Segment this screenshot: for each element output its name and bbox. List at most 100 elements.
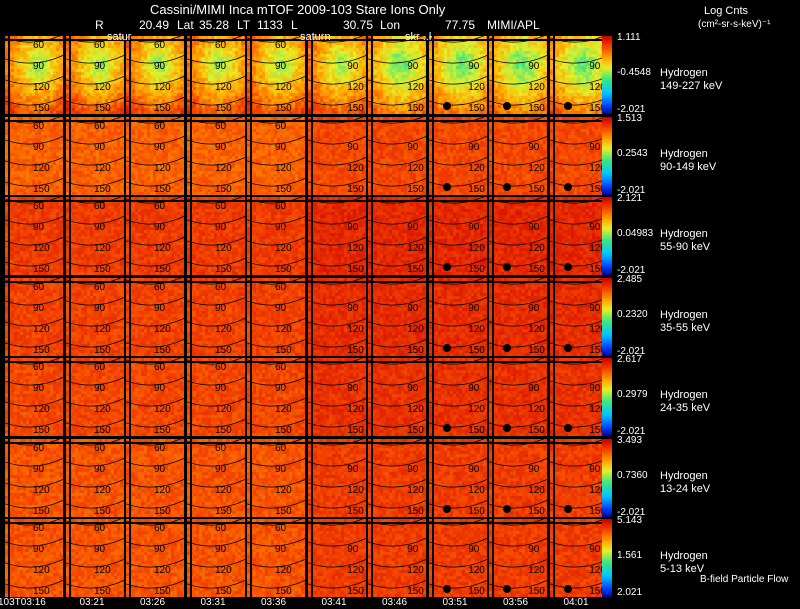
contour-label: 120 — [347, 163, 364, 174]
contour-label: 60 — [215, 443, 227, 454]
contour-label: 60 — [154, 362, 166, 373]
frame-crosshair — [428, 197, 487, 275]
contour-line — [368, 397, 426, 407]
contour-overlay: 90 120 150 — [489, 519, 547, 597]
contour-line — [65, 519, 122, 526]
contour-overlay: 90 120 150 — [307, 116, 366, 195]
contour-label: 150 — [215, 345, 232, 356]
contour-line — [247, 418, 305, 428]
frame-crosshair — [126, 36, 184, 114]
contour-line — [186, 96, 245, 106]
contour-line — [307, 36, 364, 43]
contour-line — [307, 478, 366, 488]
contour-line — [65, 358, 122, 365]
contour-label: 60 — [33, 121, 45, 132]
contour-label: 120 — [154, 565, 171, 576]
contour-line — [428, 54, 487, 64]
contour-line — [489, 537, 547, 547]
frame-crosshair — [247, 277, 305, 356]
image-cell: 60 90 120 150 — [5, 438, 63, 517]
contour-label: 120 — [94, 404, 111, 415]
contour-label: 90 — [275, 142, 287, 153]
contour-line — [428, 418, 487, 428]
planet-marker — [442, 585, 451, 593]
plot-title: Cassini/MIMI Inca mTOF 2009-103 Stare Io… — [150, 2, 446, 17]
frame-crosshair — [307, 358, 366, 436]
contour-line — [307, 558, 366, 568]
contour-label: 90 — [154, 222, 166, 233]
frame-crosshair — [368, 358, 426, 436]
contour-label: 90 — [154, 544, 166, 555]
contour-line — [5, 499, 63, 509]
contour-line — [126, 358, 182, 365]
contour-label: 90 — [33, 142, 45, 153]
contour-line — [65, 338, 124, 348]
contour-label: 150 — [407, 184, 424, 195]
contour-line — [5, 236, 63, 246]
contour-overlay: 60 90 120 150 — [5, 519, 63, 597]
contour-label: 150 — [468, 586, 485, 597]
contour-line — [186, 438, 243, 446]
image-cell: 60 90 120 150 — [247, 197, 305, 275]
planet-marker — [563, 343, 572, 352]
contour-label: 120 — [528, 565, 545, 576]
colorbar-min-tick: -2.021 — [617, 184, 646, 196]
contour-line — [489, 358, 545, 365]
contour-label: 150 — [33, 103, 50, 114]
contour-line — [428, 36, 485, 43]
contour-line — [247, 457, 305, 467]
overlay-saturn-left: satur — [107, 31, 132, 43]
contour-line — [126, 236, 184, 246]
contour-label: 120 — [154, 163, 171, 174]
frame-crosshair — [186, 277, 245, 356]
contour-label: 60 — [215, 282, 227, 293]
contour-line — [65, 558, 124, 568]
contour-line — [65, 54, 124, 64]
frame-crosshair — [247, 197, 305, 275]
contour-overlay: 60 90 120 150 — [126, 36, 184, 114]
contour-line — [549, 36, 606, 43]
frame-crosshair — [307, 277, 366, 356]
contour-label: 60 — [275, 282, 287, 293]
contour-label: 150 — [589, 506, 606, 517]
contour-overlay: 90 120 150 — [368, 116, 426, 195]
contour-line — [65, 177, 124, 187]
contour-label: 120 — [154, 404, 171, 415]
image-cell: 90 120 150 — [368, 116, 426, 195]
frame-crosshair — [307, 519, 366, 597]
contour-label: 150 — [407, 425, 424, 436]
contour-label: 90 — [468, 303, 480, 314]
frame-crosshair — [247, 116, 305, 195]
contour-label: 90 — [275, 544, 287, 555]
contour-line — [5, 277, 61, 285]
frame-crosshair — [186, 519, 245, 597]
contour-label: 90 — [275, 222, 287, 233]
planet-marker — [503, 585, 511, 593]
colorbar-max-tick: 1.513 — [617, 112, 643, 124]
time-tick-label: 103T03:16 — [0, 597, 46, 608]
contour-line — [307, 54, 366, 64]
contour-label: 90 — [468, 544, 480, 555]
contour-line — [307, 236, 366, 246]
contour-line — [186, 75, 245, 85]
contour-line — [368, 418, 426, 428]
contour-line — [489, 397, 547, 407]
contour-label: 120 — [407, 404, 424, 415]
contour-overlay: 60 90 120 150 — [186, 438, 245, 517]
image-cell: 90 120 150 — [368, 438, 426, 517]
contour-label: 120 — [589, 485, 606, 496]
contour-label: 150 — [154, 345, 171, 356]
contour-line — [307, 75, 366, 85]
image-cell: 60 90 120 150 — [126, 116, 184, 195]
contour-label: 150 — [407, 586, 424, 597]
contour-overlay: 60 90 120 150 — [247, 519, 305, 597]
contour-label: 90 — [347, 464, 359, 475]
contour-label: 150 — [589, 184, 606, 195]
contour-line — [126, 418, 184, 428]
image-cell: 90 120 150 — [489, 116, 547, 195]
contour-overlay: 90 120 150 — [368, 519, 426, 597]
contour-label: 120 — [94, 565, 111, 576]
contour-label: 120 — [94, 163, 111, 174]
contour-line — [489, 519, 545, 526]
contour-line — [126, 296, 184, 306]
